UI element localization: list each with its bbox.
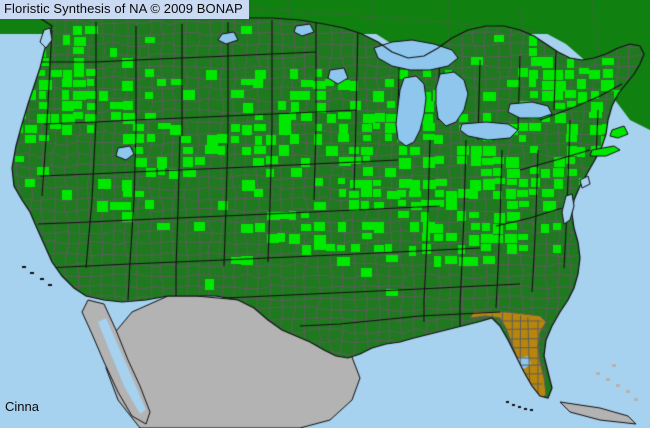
map-title-banner: Floristic Synthesis of NA © 2009 BONAP <box>0 0 249 19</box>
taxon-name-label: Cinna <box>5 399 39 414</box>
